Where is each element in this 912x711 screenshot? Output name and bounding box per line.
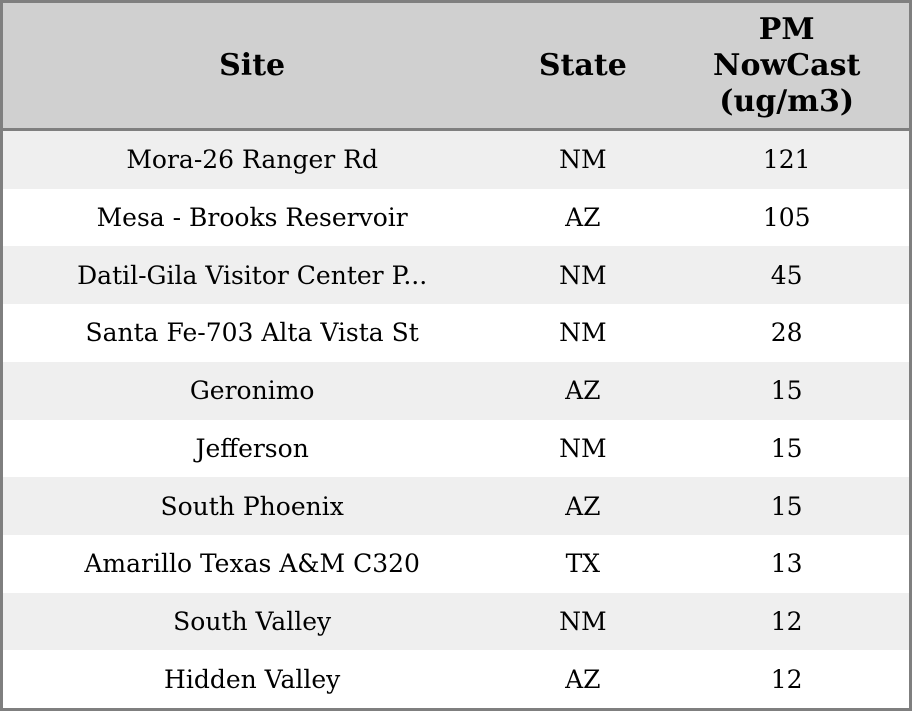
site-cell: Amarillo Texas A&M C320: [84, 549, 420, 579]
state-cell: AZ: [565, 491, 601, 521]
site-cell: Jefferson: [195, 433, 309, 463]
column-header-state: State: [538, 47, 627, 83]
site-cell: Santa Fe-703 Alta Vista St: [85, 318, 419, 348]
table-row[interactable]: Santa Fe-703 Alta Vista St NM 28: [3, 304, 909, 362]
pm-nowcast-cell: 13: [770, 549, 803, 579]
site-cell: Geronimo: [189, 376, 315, 406]
state-cell: NM: [559, 318, 607, 348]
table-body: Mora-26 Ranger Rd NM 121 Mesa - Brooks Rese…: [3, 131, 909, 709]
table-row[interactable]: South Valley NM 12: [3, 592, 909, 651]
table-row[interactable]: Geronimo AZ 15: [3, 361, 909, 420]
table-row[interactable]: South Phoenix AZ 15: [3, 477, 909, 535]
pm-nowcast-cell: 45: [770, 260, 803, 290]
table-row[interactable]: Amarillo Texas A&M C320 TX 13: [3, 534, 909, 593]
state-cell: NM: [559, 260, 607, 290]
table-row[interactable]: Jefferson NM 15: [3, 419, 909, 478]
state-cell: NM: [559, 145, 607, 175]
state-cell: NM: [559, 433, 607, 463]
site-cell: Hidden Valley: [164, 664, 341, 694]
pm-nowcast-cell: 15: [770, 433, 803, 463]
pm-nowcast-cell: 15: [770, 491, 803, 521]
site-cell: Mesa - Brooks Reservoir: [96, 203, 408, 233]
site-cell: Mora-26 Ranger Rd: [126, 145, 378, 175]
site-cell: Datil-Gila Visitor Center P...: [77, 260, 428, 290]
state-cell: NM: [559, 606, 607, 636]
column-header-pm-nowcast: PM NowCast (ug/m3): [713, 11, 861, 119]
pm-nowcast-cell: 28: [770, 318, 803, 348]
state-cell: AZ: [565, 203, 601, 233]
pm-nowcast-cell: 105: [762, 203, 811, 233]
table-row[interactable]: Hidden Valley AZ 12: [3, 650, 909, 709]
pm-nowcast-cell: 12: [770, 606, 803, 636]
column-header-site: Site: [219, 47, 286, 83]
state-cell: TX: [565, 549, 601, 579]
table-row[interactable]: Mora-26 Ranger Rd NM 121: [3, 131, 909, 189]
site-cell: South Phoenix: [160, 491, 344, 521]
table-row[interactable]: Datil-Gila Visitor Center P... NM 45: [3, 246, 909, 305]
pm-nowcast-cell: 15: [770, 376, 803, 406]
state-cell: AZ: [565, 664, 601, 694]
state-cell: AZ: [565, 376, 601, 406]
pm-nowcast-cell: 121: [762, 145, 811, 175]
table-row[interactable]: Mesa - Brooks Reservoir AZ 105: [3, 188, 909, 247]
site-cell: South Valley: [173, 606, 332, 636]
table-header-row: Site State PM NowCast (ug/m3): [3, 3, 909, 131]
pm-nowcast-cell: 12: [770, 664, 803, 694]
